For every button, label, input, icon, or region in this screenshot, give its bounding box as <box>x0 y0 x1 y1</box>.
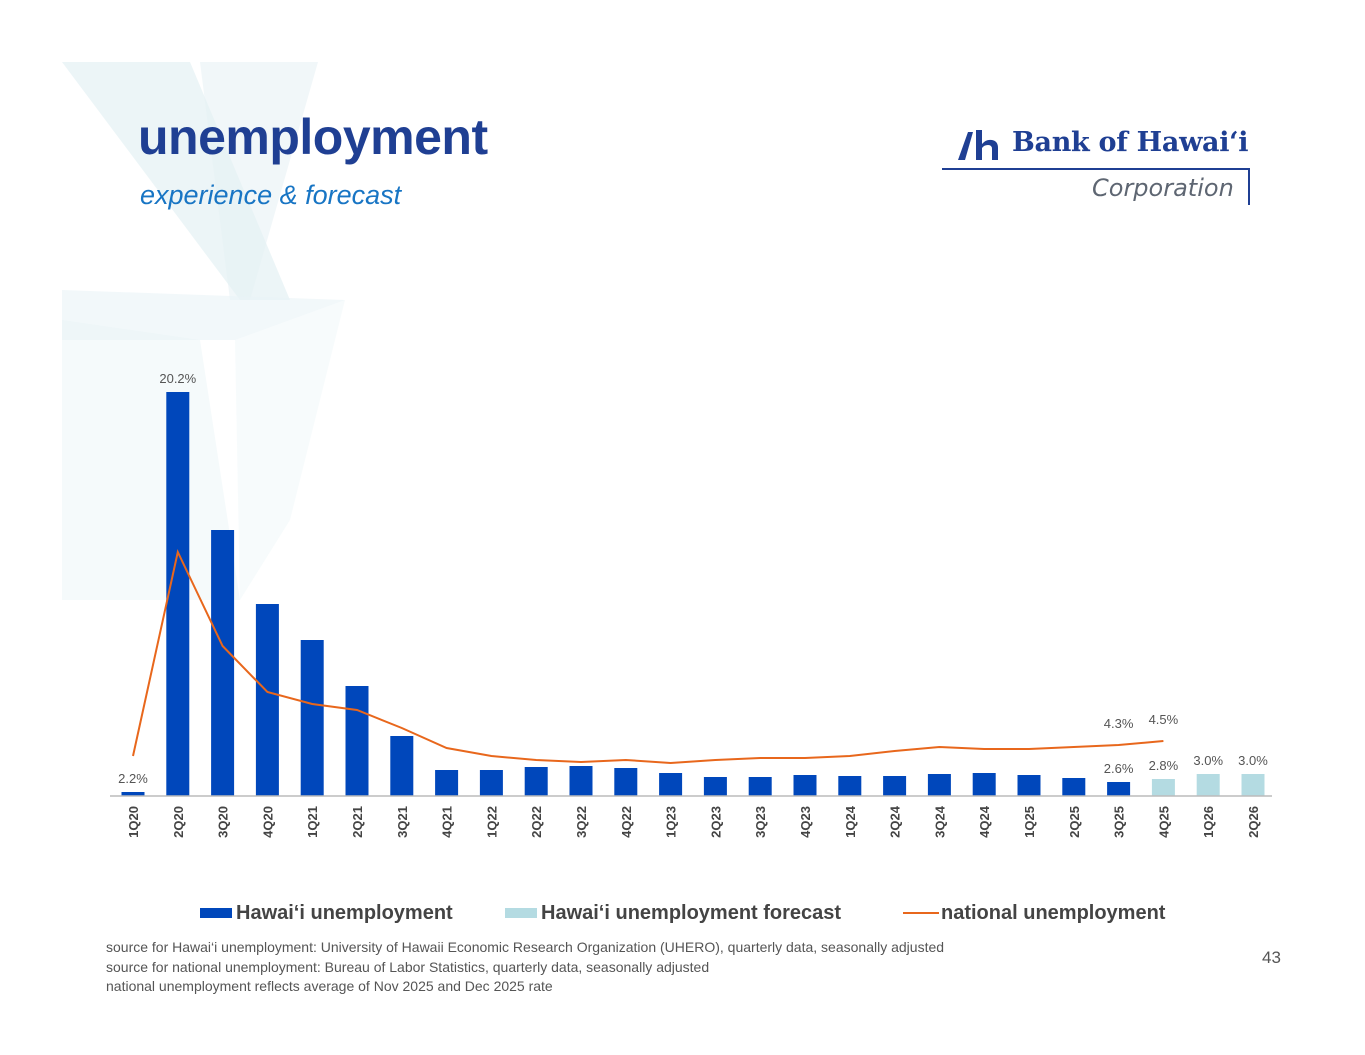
data-label-3Q25-national: 4.3% <box>1104 716 1134 731</box>
bar-actual-1Q24 <box>838 776 862 796</box>
x-tick-label-3Q22: 3Q22 <box>574 806 589 838</box>
bar-actual-2Q24 <box>883 776 907 796</box>
legend-label-forecast: Hawai‘i unemployment forecast <box>541 901 842 924</box>
data-label-2Q26: 3.0% <box>1238 753 1268 768</box>
source-notes: source for Hawai‘i unemployment: Univers… <box>106 938 944 997</box>
page-number: 43 <box>1262 948 1281 967</box>
x-tick-label-3Q25: 3Q25 <box>1112 806 1127 838</box>
page-subtitle: experience & forecast <box>140 180 402 210</box>
x-tick-label-4Q25: 4Q25 <box>1156 806 1171 838</box>
x-tick-label-1Q23: 1Q23 <box>664 806 679 838</box>
x-tick-label-2Q26: 2Q26 <box>1246 806 1261 838</box>
bar-forecast-2Q26 <box>1241 774 1265 796</box>
legend-item-actual: Hawai‘i unemployment <box>200 898 453 928</box>
data-label-1Q20: 2.2% <box>118 771 148 786</box>
bar-forecast-1Q26 <box>1196 774 1220 796</box>
x-tick-label-3Q24: 3Q24 <box>932 805 947 838</box>
x-tick-label-1Q22: 1Q22 <box>484 806 499 838</box>
data-label-4Q25: 2.8% <box>1149 758 1179 773</box>
x-tick-label-2Q21: 2Q21 <box>350 806 365 838</box>
bar-actual-3Q20 <box>211 530 235 796</box>
legend-label-actual: Hawai‘i unemployment <box>236 901 453 924</box>
legend-item-forecast: Hawai‘i unemployment forecast <box>505 898 841 928</box>
x-tick-label-3Q23: 3Q23 <box>753 806 768 838</box>
chart-legend: Hawai‘i unemployment Hawai‘i unemploymen… <box>0 898 1365 928</box>
x-tick-label-3Q20: 3Q20 <box>216 806 231 838</box>
data-label-2Q20: 20.2% <box>159 371 196 386</box>
legend-swatch-national <box>903 912 939 914</box>
source-note-national: source for national unemployment: Bureau… <box>106 958 710 975</box>
source-note-hawaii: source for Hawai‘i unemployment: Univers… <box>106 939 945 955</box>
bank-logo: Bank of Hawai‘i Corporation <box>940 118 1260 218</box>
x-tick-label-4Q20: 4Q20 <box>260 806 275 838</box>
bar-actual-4Q20 <box>255 604 279 796</box>
x-tick-label-1Q25: 1Q25 <box>1022 806 1037 838</box>
bank-logo-name: Bank of Hawai‘i <box>1012 127 1249 158</box>
x-tick-label-1Q20: 1Q20 <box>126 806 141 838</box>
unemployment-chart: 2.2% 20.2% 2.6% 2.8% 3.0% 3.0% 4.3% 4.5% 1Q20 2Q… <box>110 371 1272 838</box>
bar-actual-1Q25 <box>1017 775 1041 796</box>
background-watermark <box>62 62 345 600</box>
x-tick-label-1Q24: 1Q24 <box>843 805 858 838</box>
bar-forecast-4Q25 <box>1151 779 1175 796</box>
x-tick-label-2Q20: 2Q20 <box>171 806 186 838</box>
bar-actual-3Q21 <box>390 736 414 796</box>
bar-actual-2Q20 <box>166 392 190 796</box>
x-tick-label-1Q26: 1Q26 <box>1201 806 1216 838</box>
bar-actual-3Q22 <box>569 766 593 796</box>
bar-actual-4Q24 <box>972 773 996 796</box>
legend-swatch-forecast <box>505 908 537 918</box>
bar-actual-4Q21 <box>435 770 459 796</box>
bar-actual-3Q23 <box>748 777 772 796</box>
bar-actual-1Q21 <box>300 640 324 796</box>
bar-actual-2Q21 <box>345 686 369 796</box>
x-tick-label-2Q24: 2Q24 <box>888 805 903 838</box>
bar-actual-4Q22 <box>614 768 638 796</box>
x-tick-label-2Q25: 2Q25 <box>1067 806 1082 838</box>
logo-vertical-divider <box>1248 168 1250 205</box>
x-tick-label-4Q24: 4Q24 <box>977 805 992 838</box>
source-note-rate: national unemployment reflects average o… <box>106 978 553 994</box>
bar-actual-2Q23 <box>703 777 727 796</box>
logo-divider <box>942 168 1250 170</box>
bar-actual-4Q23 <box>793 775 817 796</box>
legend-item-national: national unemployment <box>903 898 1165 928</box>
x-tick-label-3Q21: 3Q21 <box>395 806 410 838</box>
national-unemployment-line <box>132 548 1164 765</box>
bank-logo-corporation: Corporation <box>1092 174 1234 202</box>
bar-actual-1Q22 <box>479 770 503 796</box>
x-tick-label-2Q22: 2Q22 <box>529 806 544 838</box>
bar-actual-2Q25 <box>1062 778 1086 796</box>
bar-actual-2Q22 <box>524 767 548 796</box>
legend-swatch-actual <box>200 908 232 918</box>
x-tick-label-1Q21: 1Q21 <box>305 806 320 838</box>
data-label-3Q25: 2.6% <box>1104 761 1134 776</box>
page-title: unemployment <box>138 109 488 165</box>
legend-label-national: national unemployment <box>941 901 1166 924</box>
x-tick-label-4Q21: 4Q21 <box>440 806 455 838</box>
bar-actual-3Q25 <box>1107 782 1131 796</box>
x-tick-label-2Q23: 2Q23 <box>708 806 723 838</box>
bank-logo-icon <box>958 130 998 160</box>
bar-actual-3Q24 <box>927 774 951 796</box>
bar-actual-1Q23 <box>659 773 683 796</box>
x-tick-label-4Q23: 4Q23 <box>798 806 813 838</box>
bar-actual-1Q20 <box>121 792 145 796</box>
data-label-1Q26: 3.0% <box>1193 753 1223 768</box>
data-label-4Q25-national: 4.5% <box>1149 712 1179 727</box>
x-tick-label-4Q22: 4Q22 <box>619 806 634 838</box>
